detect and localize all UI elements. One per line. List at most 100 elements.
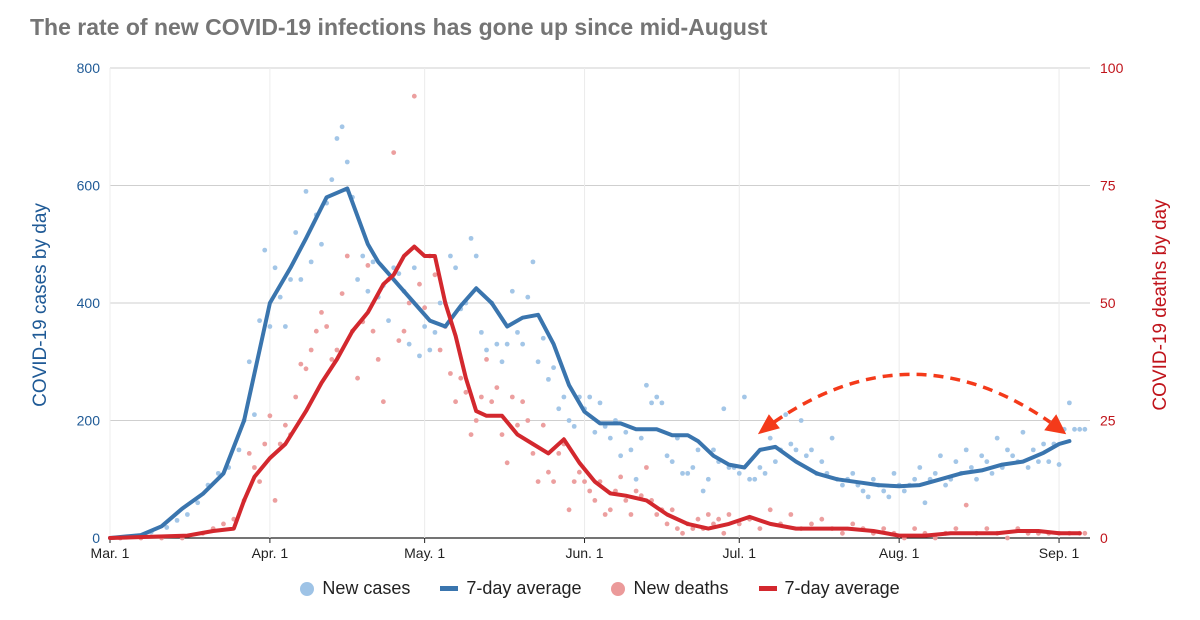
case-point: [979, 453, 985, 459]
case-point: [1077, 426, 1083, 432]
case-point: [329, 177, 335, 183]
death-point: [638, 493, 644, 499]
case-point: [257, 318, 262, 324]
annotation-arrowhead-right: [1044, 414, 1067, 435]
case-point: [968, 465, 974, 470]
case-point: [803, 453, 809, 459]
case-point: [638, 435, 644, 441]
death-point: [576, 469, 582, 475]
right-axis-ticks: 0 25 50 75 100: [1100, 60, 1124, 546]
case-point: [432, 329, 438, 335]
case-point: [762, 470, 768, 476]
case-point: [525, 294, 531, 300]
case-point: [288, 277, 293, 282]
right-tick-label: 25: [1100, 413, 1116, 429]
death-point: [272, 498, 278, 503]
case-point: [468, 235, 474, 241]
case-point: [891, 470, 897, 476]
death-point: [788, 512, 794, 517]
legend-item-cases-average: 7-day average: [440, 578, 581, 599]
case-point: [783, 412, 789, 418]
death-point: [582, 479, 587, 484]
case-point: [396, 271, 402, 277]
x-tick-label: Apr. 1: [252, 545, 289, 561]
x-tick-label: May. 1: [404, 545, 445, 561]
case-point: [649, 400, 654, 406]
cases-average-line: [108, 186, 1072, 540]
death-point: [396, 338, 402, 343]
case-point: [571, 423, 577, 429]
case-point: [623, 429, 629, 435]
case-point: [742, 394, 747, 400]
death-point: [571, 479, 577, 484]
case-point: [344, 159, 350, 165]
death-point: [721, 530, 727, 536]
case-point: [509, 288, 515, 294]
death-point: [308, 347, 314, 353]
case-point: [865, 494, 871, 500]
death-point: [221, 521, 226, 527]
case-point: [303, 188, 309, 194]
case-point: [597, 400, 603, 406]
case-point: [628, 447, 634, 453]
case-point: [685, 470, 691, 476]
deaths-average-line: [108, 244, 1082, 540]
case-point: [236, 447, 242, 453]
case-point: [994, 435, 1000, 441]
gridlines: [110, 67, 1090, 539]
death-point: [716, 516, 722, 522]
death-point: [329, 357, 335, 362]
case-point: [1066, 400, 1072, 406]
case-point: [520, 341, 526, 347]
right-tick-label: 0: [1100, 530, 1108, 546]
death-point: [375, 357, 381, 362]
case-point: [917, 465, 923, 470]
plot-area: 0 200 400 600 800 0 25 50 75 100 Mar. 1 Apr. 1 May…: [30, 60, 1171, 561]
right-tick-label: 75: [1100, 178, 1116, 194]
death-point: [963, 502, 969, 508]
death-point: [674, 526, 680, 531]
case-point: [546, 376, 551, 382]
death-point: [267, 413, 273, 419]
annotation: [757, 372, 1067, 435]
case-point: [922, 500, 928, 506]
death-point: [551, 479, 556, 484]
legend-label-cases-average: 7-day average: [466, 578, 582, 598]
right-tick-label: 100: [1100, 60, 1124, 76]
case-point: [664, 453, 670, 459]
case-point: [736, 470, 742, 476]
case-point: [195, 500, 201, 506]
case-point: [669, 459, 675, 465]
death-point: [602, 512, 608, 517]
death-point: [726, 512, 732, 517]
case-point: [437, 300, 443, 306]
new-deaths-swatch: [611, 581, 626, 596]
case-point: [860, 488, 866, 494]
death-point: [840, 530, 845, 536]
annotation-arc: [772, 372, 1052, 424]
death-point: [618, 474, 624, 480]
cases-average-swatch: [440, 586, 459, 591]
case-point: [654, 394, 660, 400]
death-point: [411, 93, 417, 99]
death-point: [690, 526, 696, 531]
case-point: [659, 400, 665, 406]
case-point: [1010, 453, 1016, 459]
case-point: [252, 412, 257, 418]
case-point: [943, 482, 948, 488]
case-point: [556, 406, 562, 412]
x-gridlines: [109, 68, 1060, 543]
left-tick-label: 600: [77, 178, 101, 194]
case-point: [515, 329, 520, 335]
case-point: [870, 476, 876, 482]
right-tick-label: 50: [1100, 295, 1116, 311]
left-tick-label: 800: [77, 60, 101, 76]
case-point: [809, 447, 814, 453]
case-point: [1082, 426, 1088, 432]
death-point: [932, 535, 938, 541]
death-point: [282, 422, 288, 428]
death-point: [262, 441, 268, 447]
death-point: [587, 488, 593, 494]
case-point: [881, 488, 887, 494]
